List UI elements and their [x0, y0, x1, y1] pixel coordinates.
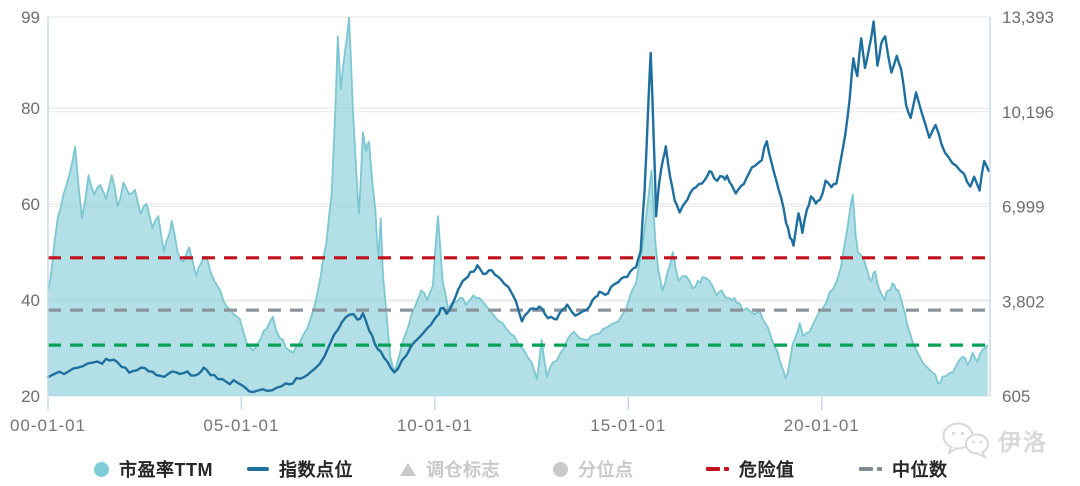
pe-ttm-marker-circle-icon	[94, 461, 109, 477]
chart-canvas: 00-01-01 05-01-01 10-01-01 15-01-01 20-01-01…	[10, 8, 1054, 435]
y-axis-left-label: 99	[21, 8, 40, 27]
pe-ttm-area	[48, 17, 988, 396]
legend-item-danger[interactable]: 危险值	[706, 454, 795, 484]
x-axis-label: 00-01-01	[10, 416, 86, 435]
legend-label: 市盈率TTM	[119, 460, 213, 480]
watermark-text: 伊洛	[998, 429, 1048, 455]
watermark: 伊洛	[938, 421, 1048, 459]
legend-item-index-points[interactable]: 指数点位	[247, 454, 353, 484]
legend-item-pe-ttm[interactable]: 市盈率TTM	[94, 454, 213, 484]
x-axis-label: 15-01-01	[590, 416, 666, 435]
y-axis-left-label: 40	[21, 291, 40, 310]
quantile-marker-circle-icon	[553, 461, 568, 477]
wechat-icon	[942, 422, 989, 459]
legend-label: 分位点	[578, 460, 634, 480]
y-axis-left-label: 60	[21, 195, 40, 214]
y-axis-right-label: 10,196	[1002, 103, 1054, 122]
legend-item-rebalance[interactable]: 调仓标志	[400, 454, 500, 484]
x-axis-label: 20-01-01	[784, 416, 860, 435]
rebalance-marker-triangle-icon	[400, 462, 416, 476]
y-axis-right-label: 13,393	[1002, 8, 1054, 27]
index-line	[46, 20, 990, 394]
legend-label: 指数点位	[279, 460, 353, 480]
y-axis-right-label: 3,802	[1002, 292, 1045, 311]
y-axis-right-label: 6,999	[1002, 198, 1045, 217]
danger-marker-dash-icon	[706, 467, 729, 471]
legend-label: 危险值	[739, 460, 795, 480]
legend-item-median[interactable]: 中位数	[859, 454, 948, 484]
legend-item-quantile[interactable]: 分位点	[553, 454, 634, 484]
chart-plot-area: 00-01-01 05-01-01 10-01-01 15-01-01 20-01-01…	[10, 8, 1054, 435]
chart-legend: 市盈率TTM 指数点位 调仓标志 分位点 危险值 中位数	[0, 454, 1080, 484]
legend-label: 中位数	[892, 460, 948, 480]
y-axis-left-label: 80	[21, 99, 40, 118]
y-axis-right-label: 605	[1002, 387, 1030, 406]
y-axis-left-label: 20	[21, 387, 40, 406]
legend-label: 调仓标志	[426, 460, 500, 480]
median-marker-dash-icon	[859, 467, 882, 471]
x-axis-label: 05-01-01	[203, 416, 279, 435]
x-axis-label: 10-01-01	[397, 416, 473, 435]
index-points-marker-line-icon	[247, 467, 269, 471]
pe-ttm-area-edge	[47, 16, 989, 385]
